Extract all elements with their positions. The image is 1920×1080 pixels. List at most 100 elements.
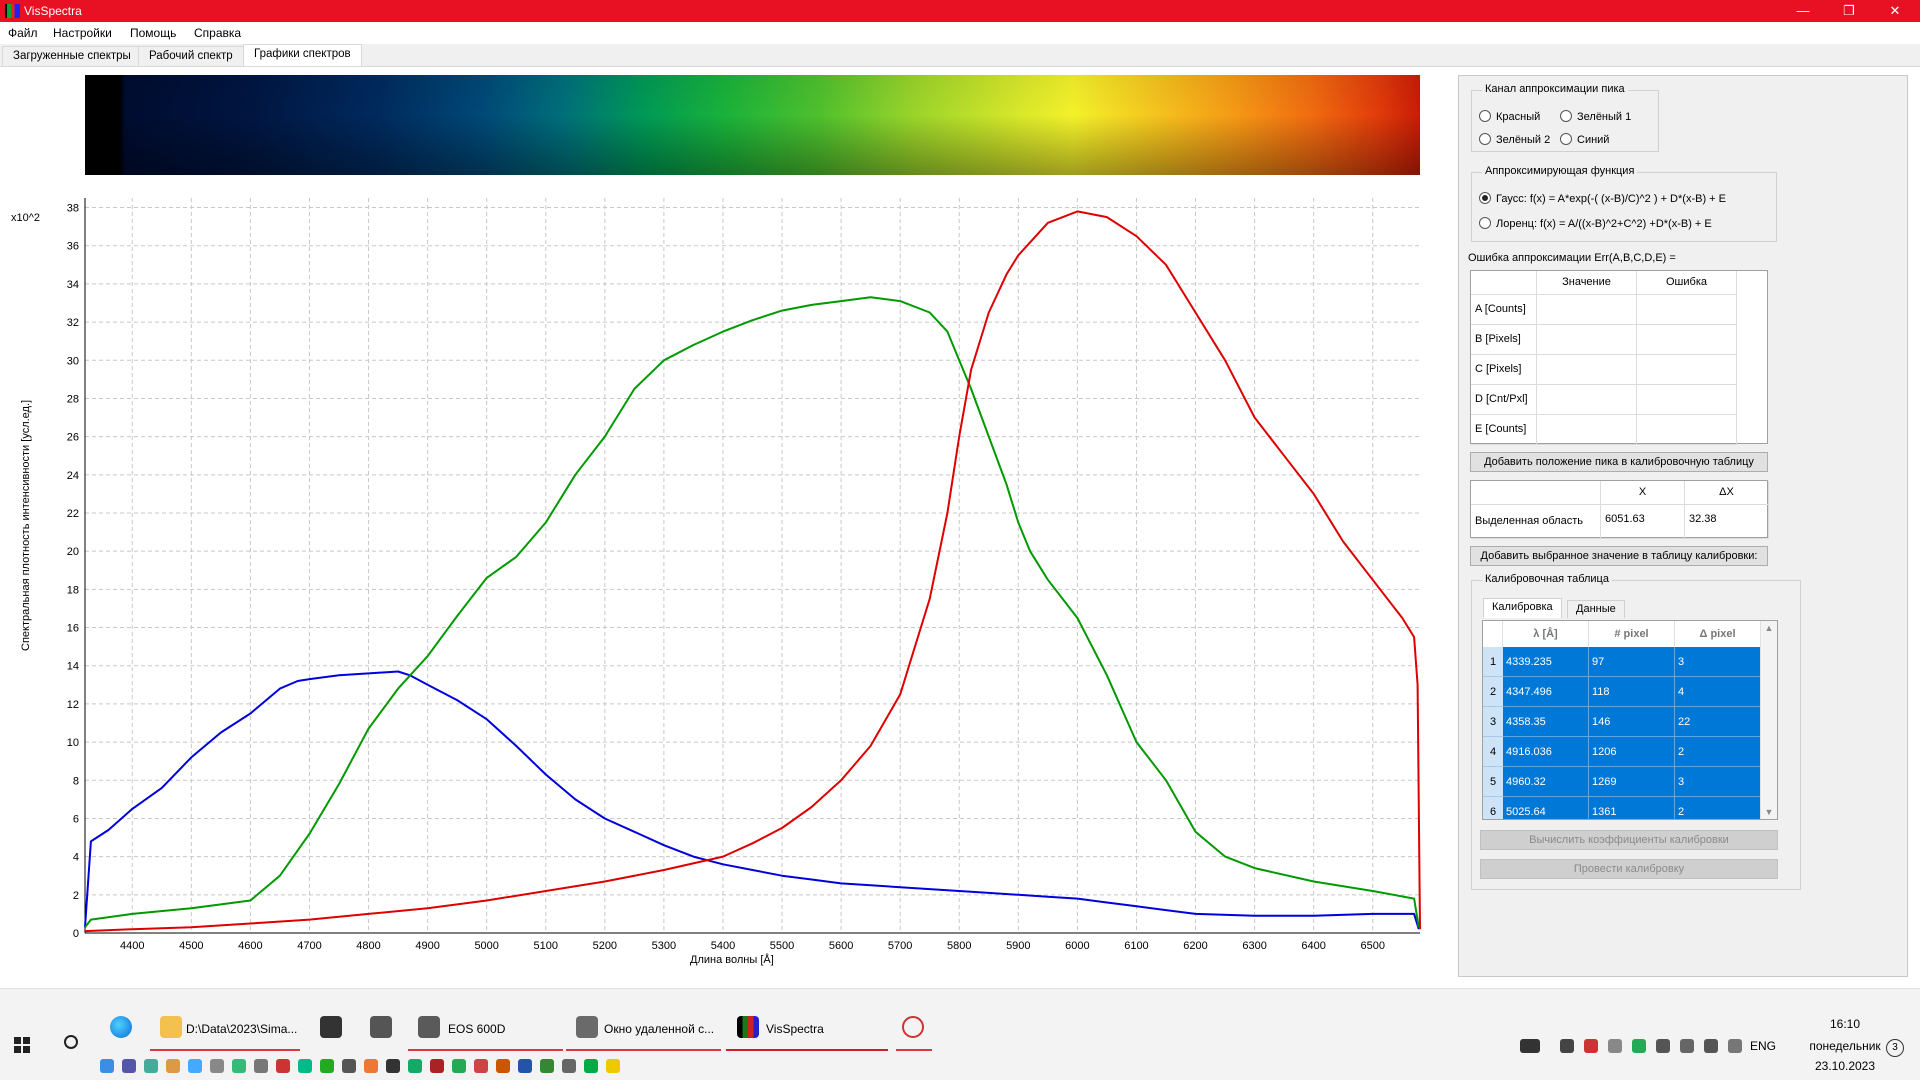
quicklaunch-icon[interactable] [276,1059,290,1073]
quicklaunch-icon[interactable] [584,1059,598,1073]
param-c-value[interactable] [1537,355,1637,385]
spectrum-chart[interactable]: 4400 4500 4600 4700 4800 4900 5000 5100 5200 5300… [67,198,1421,952]
table-cell[interactable]: 1269 [1589,767,1675,797]
table-cell[interactable]: 22 [1675,707,1761,737]
tab-working-spectrum[interactable]: Рабочий спектр [138,46,244,66]
restore-button[interactable]: ❐ [1843,3,1855,18]
edge-icon[interactable] [110,1016,132,1038]
table-cell[interactable]: 3 [1675,767,1761,797]
quicklaunch-icon[interactable] [188,1059,202,1073]
quicklaunch-icon[interactable] [122,1059,136,1073]
quicklaunch-icon[interactable] [342,1059,356,1073]
mail-icon[interactable] [370,1016,392,1038]
quicklaunch-icon[interactable] [518,1059,532,1073]
quicklaunch-icon[interactable] [408,1059,422,1073]
radio-lorentz[interactable]: Лоренц: f(x) = A/((x-B)^2+C^2) +D*(x-B) … [1479,217,1712,230]
quicklaunch-icon[interactable] [320,1059,334,1073]
network-tool-icon[interactable] [902,1016,924,1038]
scroll-down-icon[interactable]: ▼ [1764,807,1774,817]
table-cell[interactable]: 4339.235 [1503,647,1589,677]
menu-help[interactable]: Помощь [130,26,177,40]
radio-green-1[interactable]: Зелёный 1 [1560,110,1631,123]
menu-reference[interactable]: Справка [194,26,242,40]
taskbar-explorer[interactable]: D:\Data\2023\Sima... [186,1022,298,1036]
selection-x-value[interactable]: 6051.63 [1601,505,1685,539]
row-number[interactable]: 3 [1483,707,1503,737]
row-number[interactable]: 1 [1483,647,1503,677]
quicklaunch-icon[interactable] [254,1059,268,1073]
table-cell[interactable]: 5025.64 [1503,797,1589,819]
quicklaunch-icon[interactable] [452,1059,466,1073]
table-cell[interactable]: 2 [1675,797,1761,819]
table-cell[interactable]: 4916.036 [1503,737,1589,767]
param-d-value[interactable] [1537,385,1637,415]
add-value-button[interactable]: Добавить выбранное значение в таблицу ка… [1470,546,1768,566]
tray-icon[interactable] [1560,1039,1574,1053]
quicklaunch-icon[interactable] [386,1059,400,1073]
param-b-error[interactable] [1637,325,1737,355]
camera-app-icon[interactable] [418,1016,440,1038]
language-indicator[interactable]: ENG [1750,1039,1777,1053]
cloud-tray-icon[interactable] [1608,1039,1622,1053]
row-number[interactable]: 6 [1483,797,1503,819]
notification-icon[interactable]: 3 [1886,1039,1904,1057]
taskbar-visspectra[interactable]: VisSpectra [766,1022,824,1036]
add-peak-button[interactable]: Добавить положение пика в калибровочную … [1470,452,1768,472]
param-c-error[interactable] [1637,355,1737,385]
table-cell[interactable]: 4347.496 [1503,677,1589,707]
battery-tray-icon[interactable] [1704,1039,1718,1053]
tray-icon[interactable] [1632,1039,1646,1053]
quicklaunch-icon[interactable] [364,1059,378,1073]
tray-icon[interactable] [1584,1039,1598,1053]
tab-calibration[interactable]: Калибровка [1483,598,1562,618]
table-cell[interactable]: 1206 [1589,737,1675,767]
row-number[interactable]: 2 [1483,677,1503,707]
tray-icon[interactable] [1680,1039,1694,1053]
quicklaunch-icon[interactable] [232,1059,246,1073]
minimize-button[interactable]: — [1796,3,1810,18]
quicklaunch-icon[interactable] [562,1059,576,1073]
tab-loaded-spectra[interactable]: Загруженные спектры [2,46,142,66]
param-b-value[interactable] [1537,325,1637,355]
run-calibration-button[interactable]: Провести калибровку [1480,859,1778,879]
taskbar-remote[interactable]: Окно удаленной с... [604,1022,715,1036]
clock-date[interactable]: 23.10.2023 [1814,1059,1876,1073]
quicklaunch-icon[interactable] [540,1059,554,1073]
keyboard-tray-icon[interactable] [1520,1039,1540,1053]
row-number[interactable]: 4 [1483,737,1503,767]
close-button[interactable]: ✕ [1889,3,1901,18]
calibration-table[interactable]: λ [Å] # pixel Δ pixel 1 4339.235 97 3 2 … [1482,620,1778,820]
tab-data[interactable]: Данные [1567,600,1625,618]
menu-file[interactable]: Файл [8,26,38,40]
table-cell[interactable]: 146 [1589,707,1675,737]
menu-settings[interactable]: Настройки [53,26,112,40]
param-a-error[interactable] [1637,295,1737,325]
calc-coefficients-button[interactable]: Вычислить коэффициенты калибровки [1480,830,1778,850]
table-cell[interactable]: 1361 [1589,797,1675,819]
clock-weekday[interactable]: понедельник [1809,1039,1881,1053]
param-a-value[interactable] [1537,295,1637,325]
store-icon[interactable] [320,1016,342,1038]
quicklaunch-icon[interactable] [166,1059,180,1073]
param-e-value[interactable] [1537,415,1637,445]
calibration-scrollbar[interactable]: ▲ ▼ [1760,621,1777,819]
search-icon[interactable] [64,1035,78,1049]
tab-spectrum-graphs[interactable]: Графики спектров [243,44,362,66]
folder-icon[interactable] [160,1016,182,1038]
clock-time[interactable]: 16:10 [1829,1017,1861,1031]
quicklaunch-icon[interactable] [210,1059,224,1073]
table-cell[interactable]: 4358.35 [1503,707,1589,737]
radio-gauss[interactable]: Гаусс: f(x) = A*exp(-( (x-B)/C)^2 ) + D*… [1479,192,1726,205]
scroll-up-icon[interactable]: ▲ [1764,623,1774,633]
windows-start-icon[interactable] [14,1037,30,1053]
table-cell[interactable]: 97 [1589,647,1675,677]
table-cell[interactable]: 118 [1589,677,1675,707]
table-cell[interactable]: 4 [1675,677,1761,707]
taskbar-eos[interactable]: EOS 600D [448,1022,506,1036]
volume-tray-icon[interactable] [1728,1039,1742,1053]
quicklaunch-icon[interactable] [430,1059,444,1073]
param-d-error[interactable] [1637,385,1737,415]
quicklaunch-icon[interactable] [144,1059,158,1073]
row-number[interactable]: 5 [1483,767,1503,797]
visspectra-icon[interactable] [737,1016,759,1038]
